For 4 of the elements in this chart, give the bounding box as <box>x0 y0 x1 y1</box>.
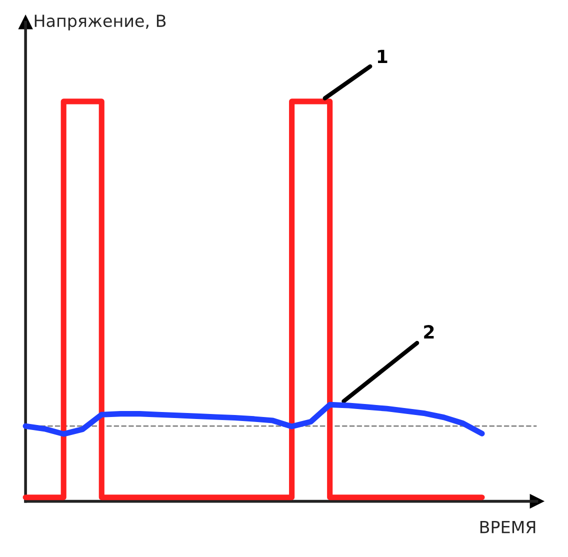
y-axis-title: Напряжение, В <box>34 14 166 30</box>
x-axis-title: ВРЕМЯ <box>480 520 536 534</box>
text: 2 <box>424 325 434 338</box>
text: 1 <box>378 50 388 63</box>
